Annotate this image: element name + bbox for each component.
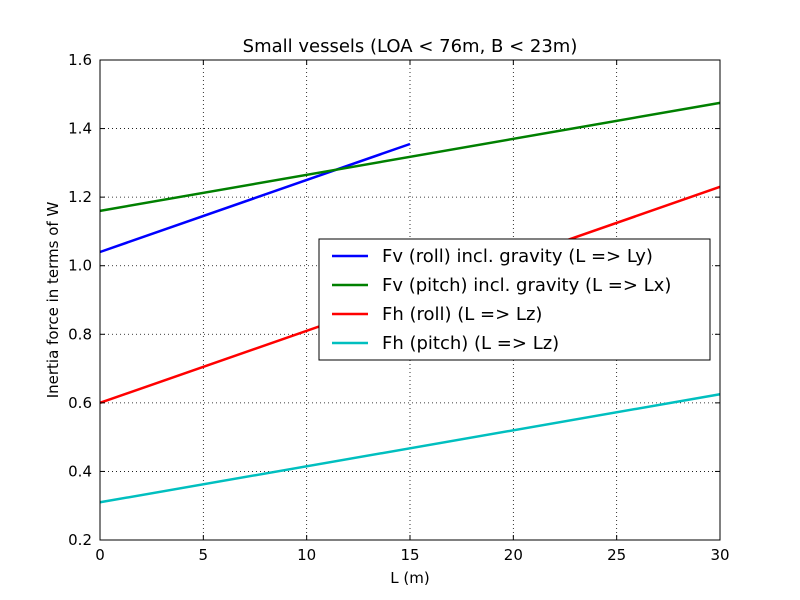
y-tick-label: 0.6 [68, 394, 92, 412]
legend: Fv (roll) incl. gravity (L => Ly) Fv (pit… [318, 238, 711, 361]
x-tick-label: 20 [504, 546, 523, 564]
y-tick-label: 1.4 [68, 120, 92, 138]
y-axis-label: Inertia force in terms of W [44, 202, 62, 399]
series-line-2 [99, 101, 721, 213]
series-line-4 [99, 393, 721, 504]
axis-ticks: 0 5 10 15 20 25 30 0.2 0.4 0.6 0.8 1.0 1.2 1.4 1.6 [68, 51, 729, 564]
x-axis-label: L (m) [390, 569, 429, 587]
y-tick-label: 1.0 [68, 257, 92, 275]
x-tick-label: 15 [400, 546, 419, 564]
series-line-1 [99, 142, 411, 254]
legend-box [318, 238, 711, 361]
x-tick-label: 30 [710, 546, 729, 564]
x-tick-label: 5 [199, 546, 209, 564]
legend-label: Fh (pitch) (L => Lz) [382, 333, 559, 354]
y-tick-label: 1.2 [68, 188, 92, 206]
y-tick-label: 0.4 [68, 462, 92, 480]
x-tick-label: 25 [607, 546, 626, 564]
chart-title: Small vessels (LOA < 76m, B < 23m) [243, 36, 578, 57]
legend-label: Fv (roll) incl. gravity (L => Ly) [382, 246, 653, 267]
legend-label: Fh (roll) (L => Lz) [382, 304, 542, 325]
y-tick-label: 1.6 [68, 51, 92, 69]
legend-label: Fv (pitch) incl. gravity (L => Lx) [382, 275, 671, 296]
x-tick-label: 0 [95, 546, 105, 564]
y-tick-label: 0.8 [68, 325, 92, 343]
y-tick-label: 0.2 [68, 531, 92, 549]
x-tick-label: 10 [297, 546, 316, 564]
